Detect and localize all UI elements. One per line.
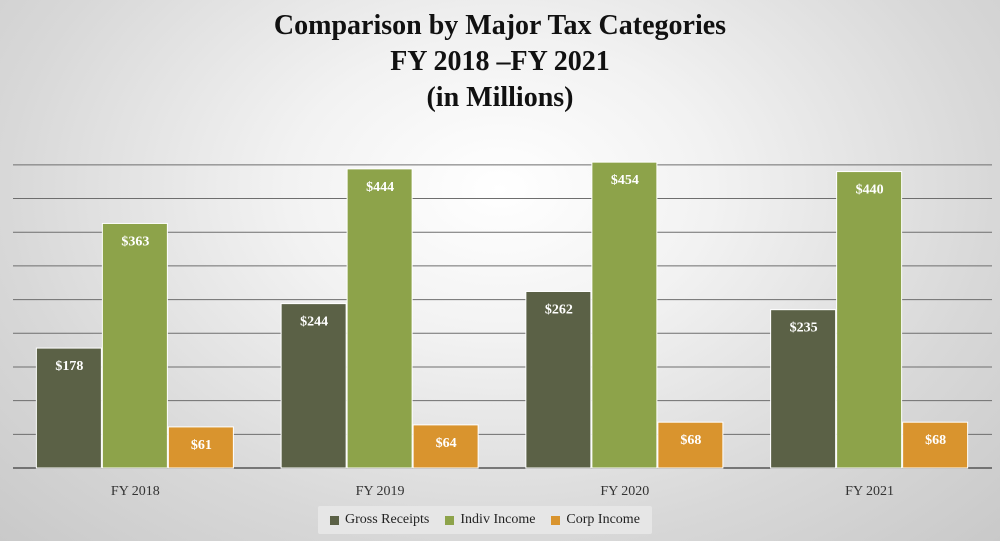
x-tick-label: FY 2020 xyxy=(600,484,649,499)
legend-swatch xyxy=(330,515,339,525)
data-label: $440 xyxy=(856,183,884,198)
bar-indiv-income-fy-2019 xyxy=(346,168,413,469)
title-line-2: FY 2018 –FY 2021 xyxy=(390,46,610,77)
bar-gross-receipts-fy-2021 xyxy=(770,309,837,469)
data-label: $244 xyxy=(300,315,328,330)
data-label: $363 xyxy=(121,234,149,249)
bar-indiv-income-fy-2020 xyxy=(591,161,658,469)
legend-label: Corp Income xyxy=(566,512,640,527)
legend-swatch xyxy=(445,515,455,525)
legend-swatch xyxy=(551,515,561,525)
bar-corp-income-fy-2020 xyxy=(657,421,724,469)
legend-label: Indiv Income xyxy=(460,512,536,527)
bar-indiv-income-fy-2018 xyxy=(101,222,168,469)
data-label: $61 xyxy=(191,438,212,453)
data-label: $444 xyxy=(366,180,394,195)
legend-item: Gross Receipts xyxy=(330,512,429,528)
title-line-1: Comparison by Major Tax Categories xyxy=(273,10,727,41)
bar-gross-receipts-fy-2019 xyxy=(280,303,347,469)
bar-gross-receipts-fy-2020 xyxy=(525,290,592,469)
x-tick-label: FY 2018 xyxy=(111,484,160,499)
data-label: $454 xyxy=(611,173,639,188)
data-label: $68 xyxy=(925,433,946,448)
data-label: $235 xyxy=(790,321,818,336)
legend-item: Indiv Income xyxy=(445,512,535,528)
data-label: $64 xyxy=(436,436,457,451)
legend-label: Gross Receipts xyxy=(345,512,430,527)
bar-corp-income-fy-2018 xyxy=(167,426,234,469)
bar-corp-income-fy-2021 xyxy=(902,421,969,469)
data-label: $262 xyxy=(545,302,573,317)
chart-title: Comparison by Major Tax Categories FY 20… xyxy=(0,8,1000,116)
title-line-3: (in Millions) xyxy=(426,82,574,113)
x-tick-label: FY 2019 xyxy=(356,484,405,499)
legend-item: Corp Income xyxy=(551,512,640,528)
data-label: $68 xyxy=(680,433,701,448)
data-label: $178 xyxy=(55,359,83,374)
legend: Gross Receipts Indiv Income Corp Income xyxy=(318,506,652,534)
bar-indiv-income-fy-2021 xyxy=(836,171,903,469)
x-tick-label: FY 2021 xyxy=(845,484,894,499)
bar-corp-income-fy-2019 xyxy=(412,424,479,469)
bar-gross-receipts-fy-2018 xyxy=(35,347,102,469)
